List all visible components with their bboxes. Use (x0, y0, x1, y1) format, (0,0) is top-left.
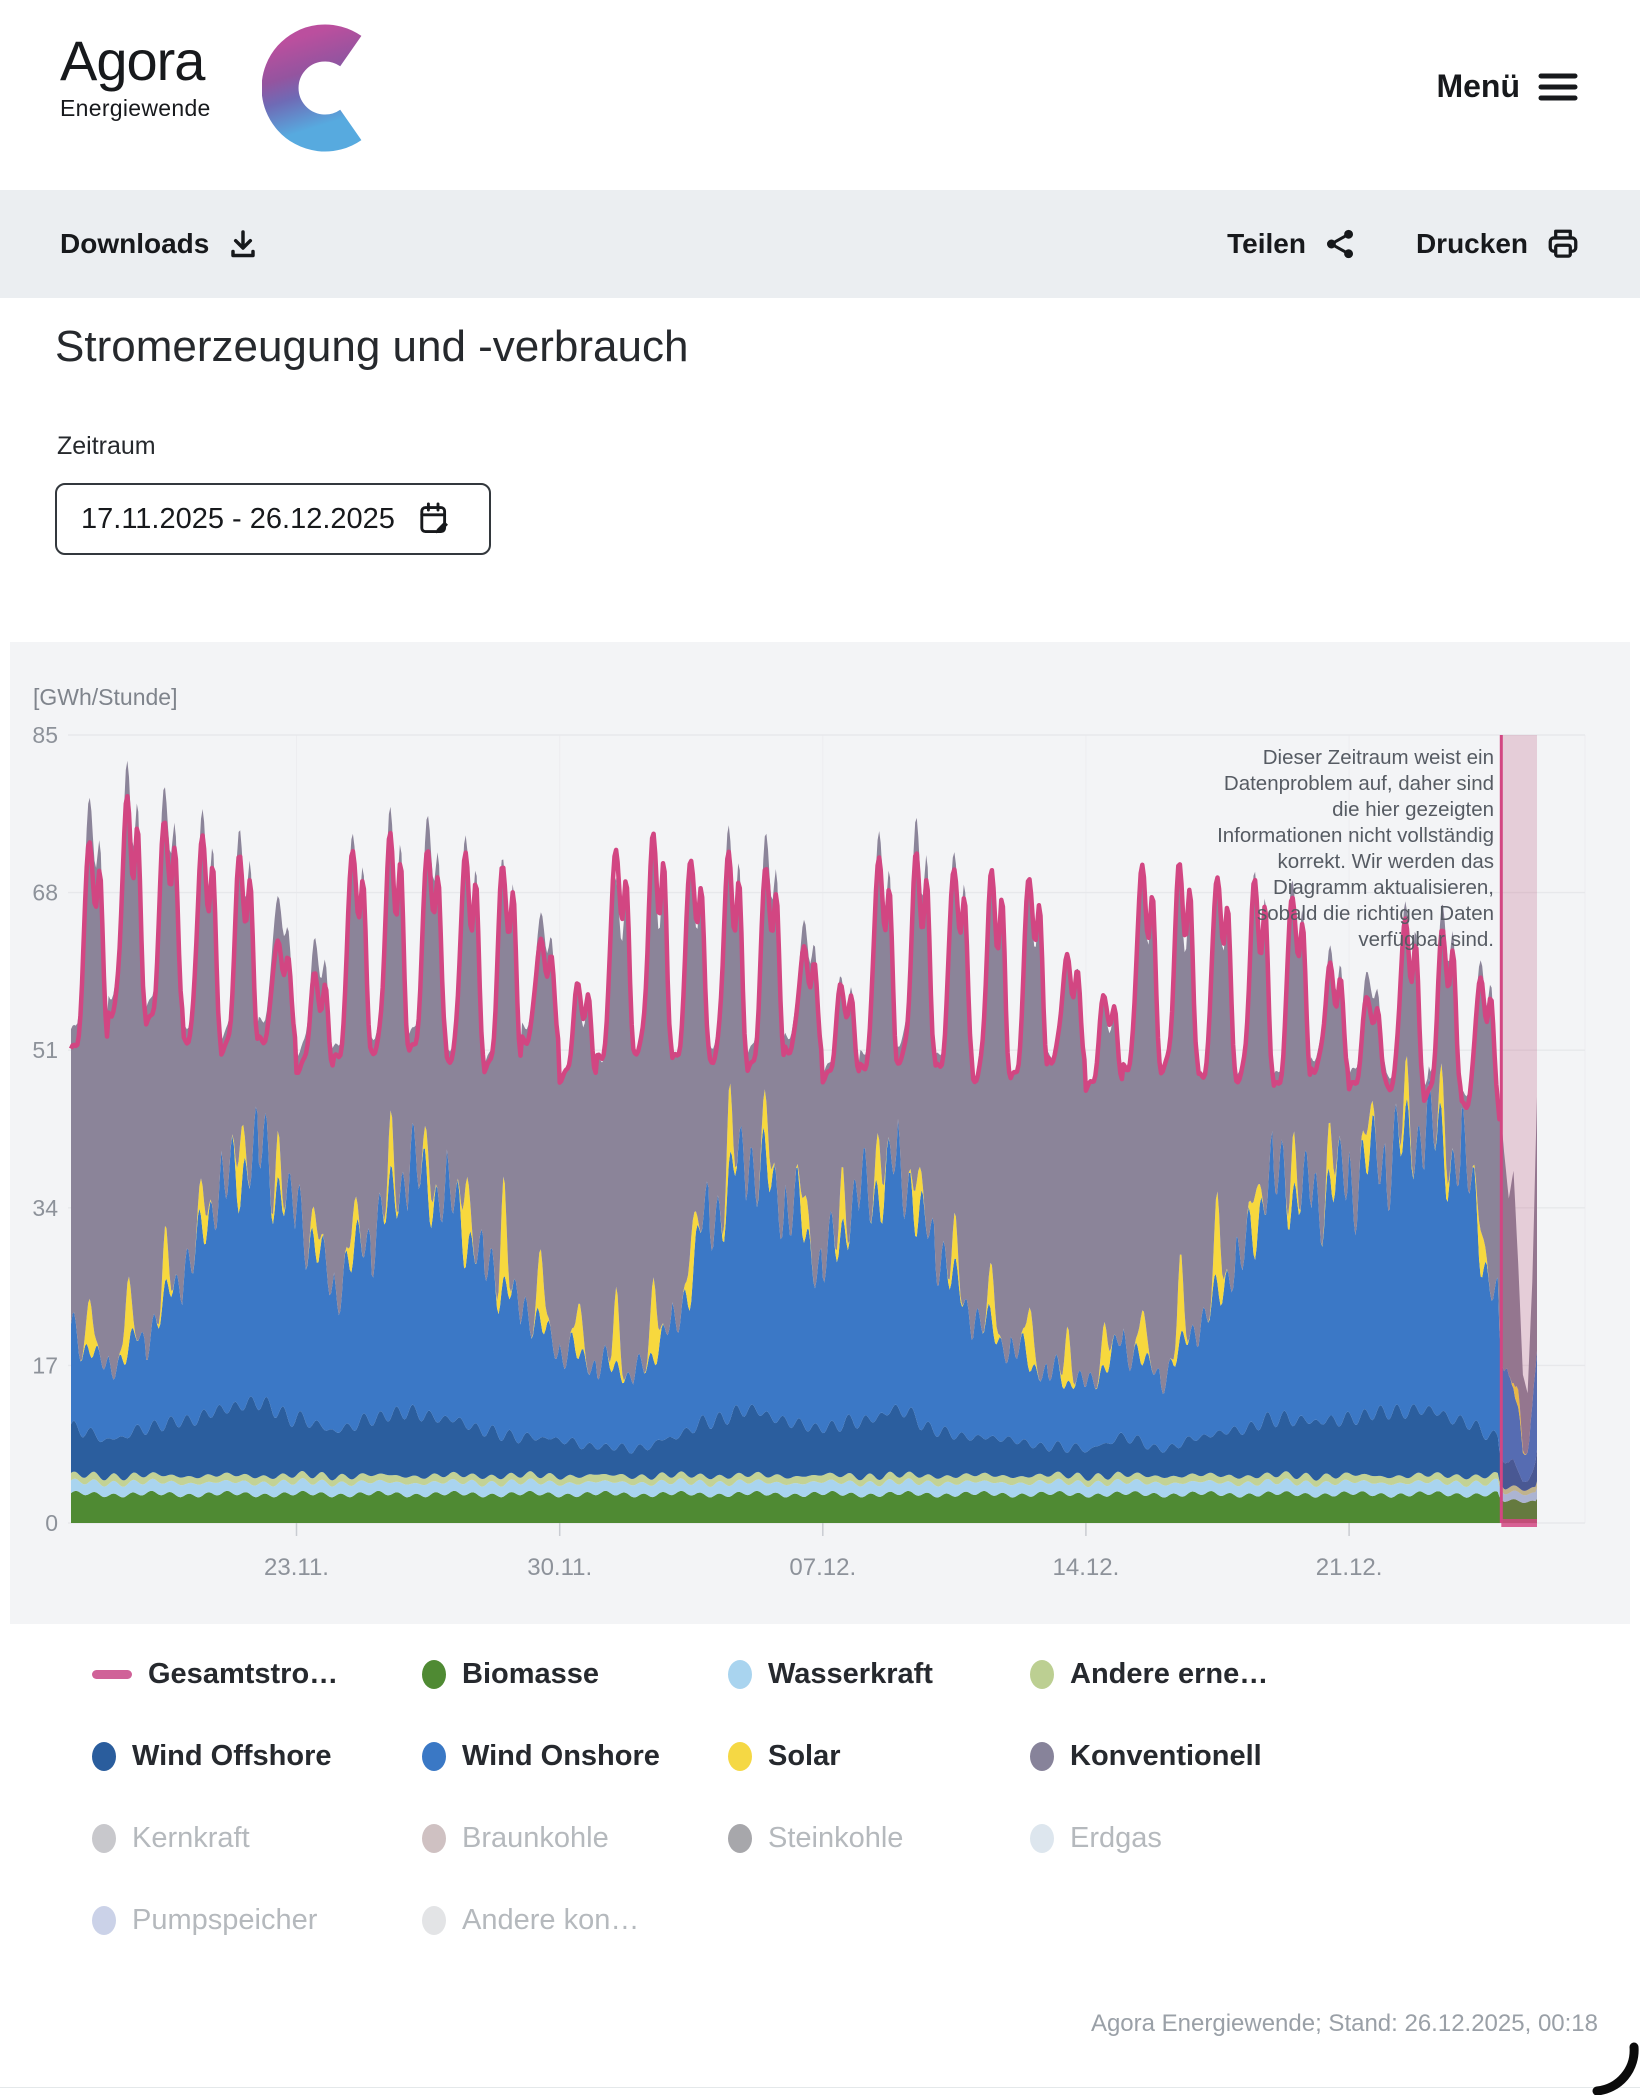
calendar-edit-icon (417, 501, 453, 537)
legend-item-steinkohle[interactable]: Steinkohle (728, 1810, 1030, 1866)
period-picker[interactable]: 17.11.2025 - 26.12.2025 (55, 483, 491, 555)
data-problem-notice: Dieser Zeitraum weist ein Datenproblem a… (1217, 746, 1494, 951)
period-label: Zeitraum (57, 432, 156, 460)
legend-item-braunkohle[interactable]: Braunkohle (422, 1810, 728, 1866)
legend-item-wind-offshore[interactable]: Wind Offshore (92, 1728, 422, 1784)
svg-text:21.12.: 21.12. (1316, 1554, 1383, 1581)
svg-text:51: 51 (32, 1037, 58, 1063)
page-title: Stromerzeugung und -verbrauch (55, 322, 689, 371)
brand-name: Agora (60, 29, 205, 92)
legend-marker (92, 1905, 116, 1935)
download-icon (227, 228, 259, 260)
legend-marker (728, 1823, 752, 1853)
footer-divider (0, 2087, 1640, 2088)
legend-marker (92, 1741, 116, 1771)
legend-marker (1030, 1741, 1054, 1771)
legend-item-biomasse[interactable]: Biomasse (422, 1646, 728, 1702)
downloads-label: Downloads (60, 228, 210, 259)
svg-text:07.12.: 07.12. (789, 1554, 856, 1581)
share-label: Teilen (1227, 228, 1306, 259)
legend-item-andere-kon-[interactable]: Andere kon… (422, 1892, 728, 1948)
menu-button[interactable]: Menü (1436, 68, 1578, 105)
svg-text:30.11.: 30.11. (527, 1554, 592, 1581)
svg-text:68: 68 (32, 880, 58, 906)
period-value: 17.11.2025 - 26.12.2025 (81, 502, 395, 535)
legend-item-wasserkraft[interactable]: Wasserkraft (728, 1646, 1030, 1702)
site-header: Agora Energiewende Menü (0, 0, 1640, 190)
legend-marker (728, 1741, 752, 1771)
legend-marker (1030, 1823, 1054, 1853)
downloads-button[interactable]: Downloads (60, 228, 259, 260)
legend-marker (422, 1659, 446, 1689)
legend-label: Andere erne… (1070, 1657, 1269, 1690)
legend-item-kernkraft[interactable]: Kernkraft (92, 1810, 422, 1866)
print-button[interactable]: Drucken (1416, 227, 1580, 261)
share-icon (1324, 228, 1356, 260)
legend-label: Andere kon… (462, 1903, 640, 1936)
legend-label: Wind Onshore (462, 1739, 660, 1772)
legend-label: Erdgas (1070, 1821, 1162, 1854)
legend-label: Biomasse (462, 1657, 600, 1690)
hamburger-icon (1538, 70, 1578, 104)
legend-marker (422, 1741, 446, 1771)
legend-item-solar[interactable]: Solar (728, 1728, 1030, 1784)
legend-item-wind-onshore[interactable]: Wind Onshore (422, 1728, 728, 1784)
legend: Gesamtstro… Biomasse Wasserkraft Andere ern… (0, 1646, 1552, 1948)
legend-label: Braunkohle (462, 1821, 609, 1854)
brand[interactable]: Agora Energiewende (60, 29, 211, 122)
legend-label: Kernkraft (132, 1821, 250, 1854)
legend-item-erdgas[interactable]: Erdgas (1030, 1810, 1552, 1866)
attribution-text: Agora Energiewende; Stand: 26.12.2025, 0… (1090, 2010, 1598, 2037)
legend-label: Wasserkraft (768, 1657, 933, 1690)
print-label: Drucken (1415, 228, 1528, 259)
legend-item-andere-erne-[interactable]: Andere erne… (1030, 1646, 1552, 1702)
legend-marker (1030, 1659, 1054, 1689)
legend-item-pumpspeicher[interactable]: Pumpspeicher (92, 1892, 422, 1948)
legend-item-gesamtstro-[interactable]: Gesamtstro… (92, 1646, 422, 1702)
svg-text:0: 0 (45, 1510, 58, 1536)
legend-marker (422, 1823, 446, 1853)
scroll-hint-arc-icon (1584, 2042, 1640, 2095)
legend-marker (728, 1659, 752, 1689)
legend-label: Solar (768, 1739, 841, 1772)
svg-text:14.12.: 14.12. (1053, 1554, 1120, 1581)
brand-subtitle: Energiewende (60, 94, 211, 121)
legend-label: Gesamtstro… (148, 1657, 339, 1690)
legend-item-konventionell[interactable]: Konventionell (1030, 1728, 1552, 1784)
legend-marker (92, 1823, 116, 1853)
svg-text:85: 85 (32, 722, 58, 748)
legend-label: Konventionell (1070, 1739, 1262, 1772)
svg-text:34: 34 (32, 1195, 58, 1221)
svg-text:23.11.: 23.11. (264, 1554, 329, 1581)
legend-label: Pumpspeicher (132, 1903, 318, 1936)
svg-text:17: 17 (32, 1352, 58, 1378)
legend-marker (422, 1905, 446, 1935)
legend-marker (92, 1669, 132, 1679)
menu-label: Menü (1436, 68, 1520, 104)
y-axis-unit-label: [GWh/Stunde] (33, 684, 178, 710)
toolbar: Downloads Teilen (0, 190, 1640, 298)
share-button[interactable]: Teilen (1227, 228, 1356, 260)
printer-icon (1546, 227, 1580, 261)
agora-logo-icon[interactable] (261, 14, 392, 167)
legend-label: Steinkohle (768, 1821, 904, 1854)
legend-label: Wind Offshore (132, 1739, 332, 1772)
